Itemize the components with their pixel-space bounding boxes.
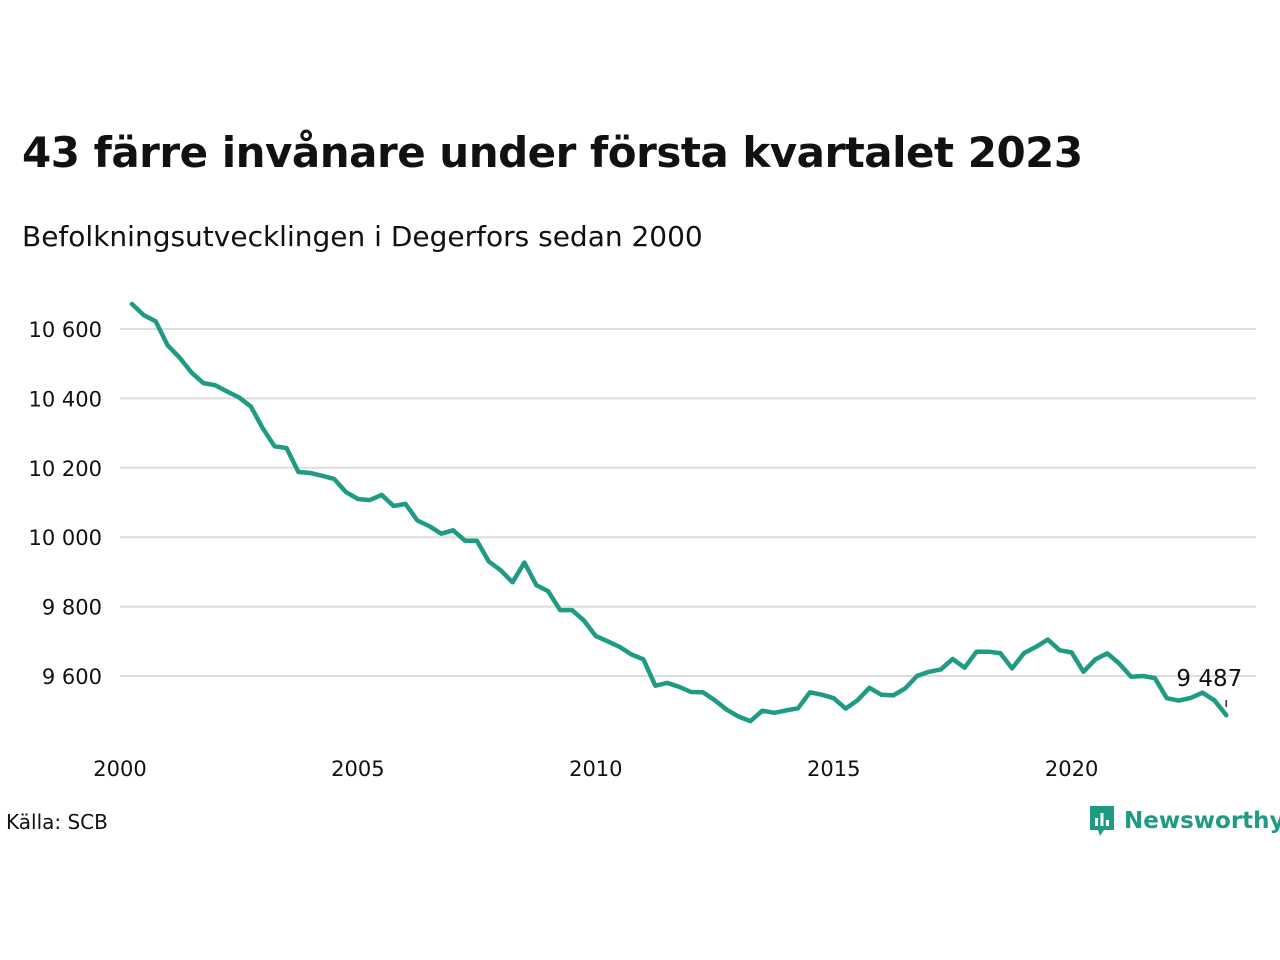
y-tick-label: 10 400 xyxy=(29,387,102,411)
y-tick-label: 10 000 xyxy=(29,526,102,550)
y-tick-label: 9 600 xyxy=(42,665,102,689)
brand-name: Newsworthy xyxy=(1124,808,1280,834)
source-note: Källa: SCB xyxy=(6,810,108,834)
brand-logo: Newsworthy xyxy=(1088,804,1280,838)
end-value-label: 9 487 xyxy=(1176,666,1242,692)
x-tick-label: 2010 xyxy=(569,757,622,781)
x-tick-label: 2005 xyxy=(331,757,384,781)
y-tick-label: 10 200 xyxy=(29,457,102,481)
x-tick-label: 2015 xyxy=(807,757,860,781)
chart-title: 43 färre invånare under första kvartalet… xyxy=(22,128,1083,177)
chart-subtitle: Befolkningsutvecklingen i Degerfors seda… xyxy=(22,220,703,253)
newsworthy-logo-icon xyxy=(1090,806,1114,836)
x-tick-label: 2020 xyxy=(1045,757,1098,781)
y-tick-label: 9 800 xyxy=(42,596,102,620)
x-tick-label: 2000 xyxy=(93,757,146,781)
population-series-line xyxy=(129,301,1229,724)
y-tick-label: 10 600 xyxy=(29,318,102,342)
